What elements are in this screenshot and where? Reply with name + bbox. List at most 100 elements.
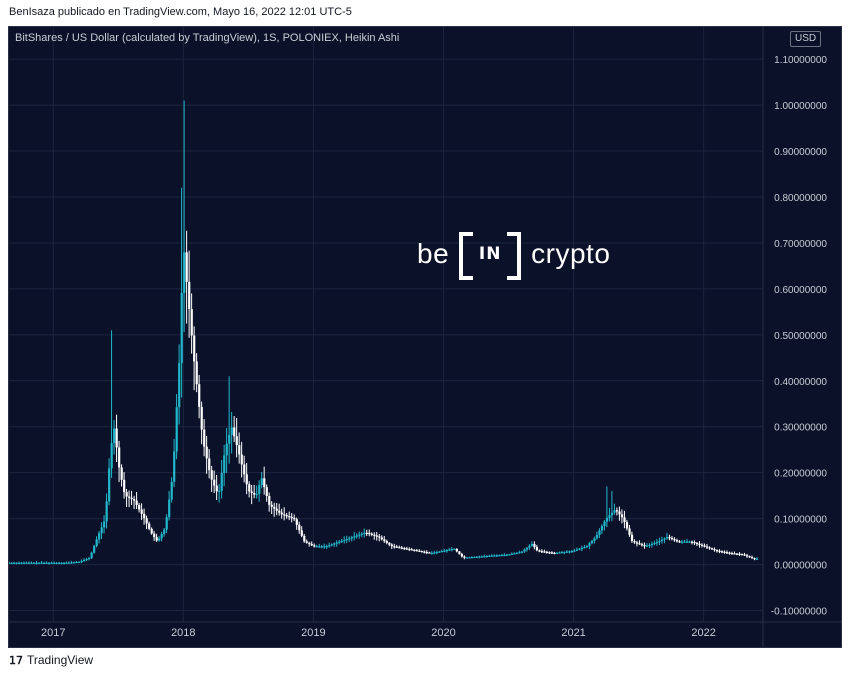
- candle-body: [288, 516, 291, 518]
- candle-body: [198, 384, 201, 407]
- candle-body: [555, 552, 559, 554]
- candle-body: [578, 548, 581, 550]
- candle-body: [510, 553, 514, 555]
- y-tick-label: -0.10000000: [771, 607, 828, 618]
- candle-body: [695, 542, 699, 545]
- candle-body: [135, 500, 138, 506]
- candle-body: [700, 544, 704, 546]
- candle-body: [90, 552, 93, 558]
- candle-body: [98, 533, 101, 540]
- candle-body: [208, 458, 211, 471]
- candle-body: [513, 553, 516, 555]
- candle-body: [465, 557, 469, 559]
- candle-body: [303, 535, 306, 542]
- candle-body: [218, 490, 221, 492]
- candle-body: [630, 534, 634, 542]
- candle-body: [715, 550, 719, 552]
- candle-body: [563, 551, 566, 554]
- chart-panel[interactable]: -0.10000000 0.00000000 0.10000000 0.2000000…: [8, 26, 842, 648]
- candle-body: [523, 549, 526, 552]
- candle-body: [640, 544, 644, 546]
- candle-body: [683, 541, 686, 543]
- candle-body: [663, 538, 666, 540]
- candle-body: [170, 481, 173, 500]
- candle-body: [440, 551, 443, 553]
- candle-body: [623, 517, 626, 523]
- candle-body: [260, 478, 263, 486]
- candle-body: [290, 516, 293, 519]
- candle-body: [110, 443, 113, 469]
- candle-body: [658, 540, 661, 543]
- candle-body: [313, 545, 316, 547]
- candle-body: [508, 554, 511, 556]
- candle-body: [285, 515, 288, 517]
- candle-body: [125, 492, 128, 497]
- candle-body: [756, 558, 759, 560]
- publication-caption: BenIsaza publicado en TradingView.com, M…: [9, 6, 352, 18]
- candle-body: [660, 539, 664, 541]
- candle-body: [528, 545, 531, 548]
- candle-body: [323, 546, 326, 548]
- candle-body: [730, 553, 734, 555]
- candle-body: [283, 514, 286, 516]
- candle-body: [638, 543, 641, 545]
- candle-body: [470, 557, 474, 559]
- candle-body: [570, 550, 574, 553]
- chart-title: BitShares / US Dollar (calculated by Tra…: [15, 32, 400, 44]
- candle-body: [378, 536, 381, 538]
- candle-body: [643, 545, 646, 547]
- footer-branding[interactable]: 𝟣𝟩 TradingView: [9, 653, 93, 667]
- candle-body: [588, 543, 591, 546]
- candle-body: [473, 556, 476, 559]
- candle-body: [468, 557, 471, 559]
- candle-body: [533, 543, 536, 548]
- candle-body: [23, 562, 26, 564]
- candle-body: [690, 541, 694, 543]
- price-chart[interactable]: -0.10000000 0.00000000 0.10000000 0.2000000…: [9, 27, 841, 647]
- candle-body: [118, 447, 121, 468]
- candle-body: [365, 532, 368, 535]
- candle-body: [235, 436, 238, 446]
- candle-body: [590, 540, 594, 544]
- candle-body: [405, 548, 408, 550]
- x-tick-label: 2019: [301, 627, 325, 639]
- candle-body: [33, 562, 36, 564]
- candle-body: [520, 551, 524, 553]
- candle-body: [748, 556, 751, 558]
- candle-body: [158, 538, 161, 541]
- currency-badge[interactable]: USD: [790, 31, 822, 47]
- candle-body: [263, 478, 266, 488]
- candle-body: [20, 562, 23, 564]
- candle-body: [165, 517, 168, 530]
- candle-body: [435, 551, 438, 554]
- candle-body: [225, 443, 228, 456]
- candle-body: [750, 557, 754, 559]
- candle-body: [78, 561, 81, 564]
- candle-body: [383, 539, 386, 542]
- candle-body: [430, 552, 433, 555]
- candle-body: [65, 562, 68, 564]
- candle-body: [180, 293, 183, 364]
- candle-body: [568, 551, 571, 553]
- candle-body: [593, 538, 596, 541]
- candle-body: [163, 529, 166, 534]
- candle-body: [495, 555, 499, 557]
- candle-body: [200, 406, 203, 430]
- candle-body: [740, 554, 744, 556]
- candle-body: [650, 543, 654, 545]
- beincrypto-watermark: be IN crypto: [417, 232, 610, 280]
- candle-body: [265, 487, 268, 497]
- candle-body: [743, 554, 746, 556]
- candle-body: [675, 540, 679, 542]
- candle-body: [560, 552, 564, 554]
- candle-body: [445, 550, 448, 552]
- candle-body: [230, 427, 233, 435]
- candle-body: [173, 451, 176, 482]
- candle-body: [95, 539, 98, 547]
- y-tick-label: 0.40000000: [774, 377, 827, 388]
- candle-body: [420, 551, 423, 553]
- candle-body: [603, 521, 606, 527]
- candle-body: [450, 548, 453, 551]
- candle-body: [295, 519, 298, 525]
- candle-body: [375, 535, 378, 537]
